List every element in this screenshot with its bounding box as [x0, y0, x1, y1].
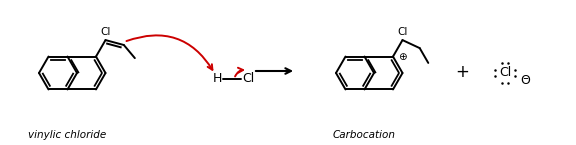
Text: Cl: Cl	[397, 27, 408, 37]
FancyArrowPatch shape	[127, 35, 213, 70]
Text: Cl: Cl	[242, 72, 254, 86]
Text: vinylic chloride: vinylic chloride	[28, 130, 107, 140]
FancyArrowPatch shape	[235, 68, 243, 76]
Text: H: H	[213, 72, 222, 86]
Text: ⊕: ⊕	[398, 51, 407, 61]
Text: Cl: Cl	[100, 27, 111, 37]
Text: Cl: Cl	[499, 67, 511, 79]
Text: Carbocation: Carbocation	[333, 130, 396, 140]
Text: Θ: Θ	[520, 75, 530, 87]
Text: +: +	[455, 63, 469, 81]
